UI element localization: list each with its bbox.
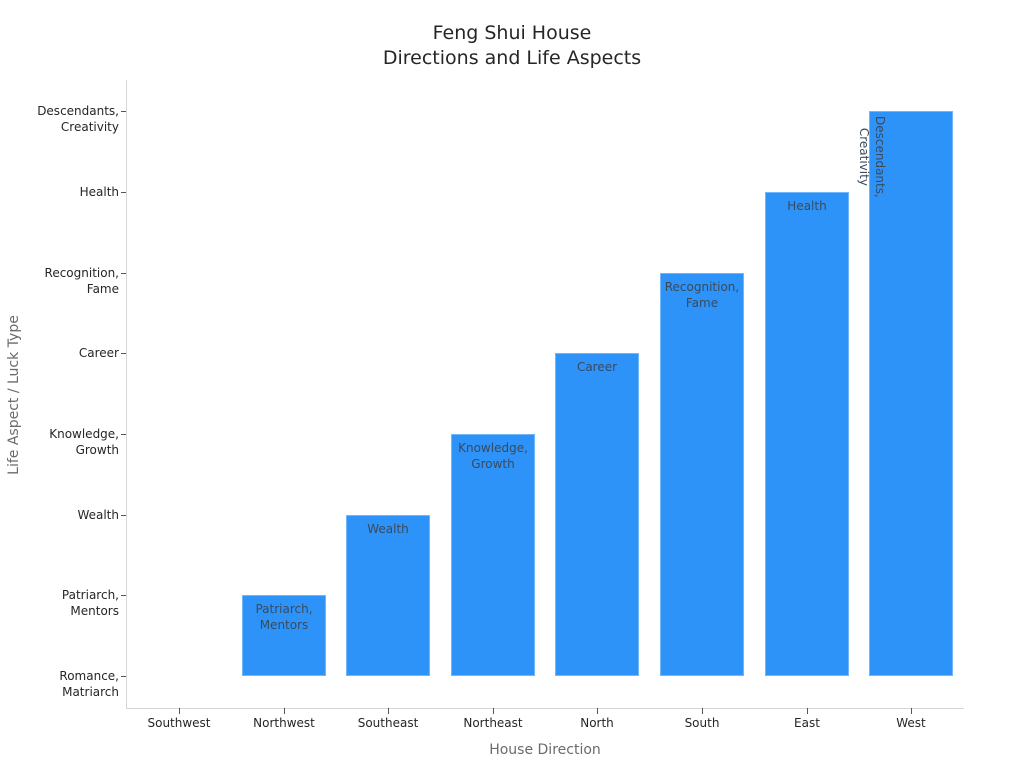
y-tick: [121, 515, 126, 516]
y-tick-label: Descendants, Creativity: [37, 104, 119, 134]
bar-label: Patriarch, Mentors: [255, 602, 313, 632]
x-tick: [493, 708, 494, 714]
y-axis-line: [126, 80, 127, 709]
y-tick-label: Career: [78, 346, 119, 360]
x-tick: [597, 708, 598, 714]
chart-title-line-1: Feng Shui House: [432, 22, 592, 44]
x-tick-label: South: [684, 716, 720, 730]
bar-label: Career: [576, 360, 618, 374]
bar-east: Health: [765, 192, 849, 676]
y-tick: [121, 111, 126, 112]
chart-title-line-2: Directions and Life Aspects: [382, 47, 642, 69]
x-tick-label: Southwest: [147, 716, 211, 730]
bar-south: Recognition, Fame: [660, 273, 744, 676]
bar-southeast: Wealth: [346, 515, 430, 676]
y-axis-title: Life Aspect / Luck Type: [6, 315, 22, 475]
x-tick-label: North: [580, 716, 614, 730]
y-tick: [121, 676, 126, 677]
x-tick: [911, 708, 912, 714]
y-tick: [121, 595, 126, 596]
bar-label: Health: [787, 199, 827, 213]
x-tick: [284, 708, 285, 714]
x-tick: [179, 708, 180, 714]
y-tick-label: Romance, Matriarch: [59, 669, 119, 699]
x-tick-label: East: [794, 716, 820, 730]
y-tick-label: Wealth: [77, 508, 119, 522]
y-tick-label: Knowledge, Growth: [49, 427, 119, 457]
x-tick-label: Northeast: [463, 716, 523, 730]
x-axis-line: [126, 708, 964, 709]
x-tick: [702, 708, 703, 714]
bar-northeast: Knowledge, Growth: [451, 434, 535, 676]
bar-label: Recognition, Fame: [664, 280, 740, 310]
x-tick-label: West: [896, 716, 926, 730]
x-axis-title: House Direction: [489, 742, 601, 758]
bar-label: Wealth: [367, 522, 409, 536]
bar-northwest: Patriarch, Mentors: [242, 595, 326, 676]
y-tick-label: Recognition, Fame: [44, 266, 119, 296]
x-tick-label: Northwest: [253, 716, 315, 730]
bar-west: Descendants, Creativity: [857, 111, 953, 676]
y-tick-label: Health: [79, 185, 119, 199]
y-tick: [121, 353, 126, 354]
bar-label: Descendants, Creativity: [857, 116, 888, 198]
y-tick: [121, 273, 126, 274]
bar-label: Knowledge, Growth: [458, 441, 528, 471]
y-tick-label: Patriarch, Mentors: [61, 588, 119, 618]
x-tick-label: Southeast: [357, 716, 419, 730]
x-tick: [388, 708, 389, 714]
x-tick: [807, 708, 808, 714]
y-tick: [121, 192, 126, 193]
bar-north: Career: [555, 353, 639, 676]
y-tick: [121, 434, 126, 435]
